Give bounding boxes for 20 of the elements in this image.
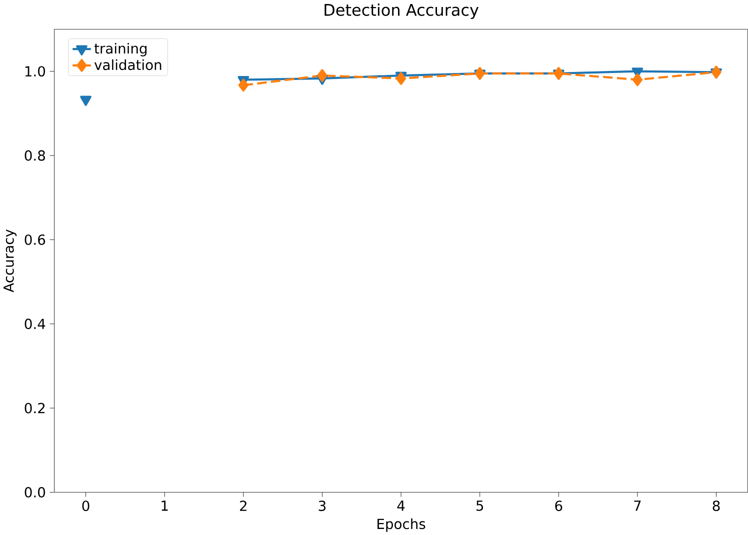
x-tick-label: 8 (712, 500, 720, 511)
chart-title: Detection Accuracy (324, 3, 479, 19)
x-tick-label: 3 (318, 500, 326, 511)
x-tick-label: 2 (240, 500, 246, 511)
y-tick-label: 0.2 (24, 402, 45, 414)
y-tick-label: 0.4 (24, 318, 46, 329)
x-tick-label: 1 (162, 500, 168, 511)
y-axis-title: Accuracy (4, 229, 17, 292)
x-tick-label: 0 (82, 500, 90, 511)
y-tick-label: 0.8 (24, 150, 45, 161)
x-tick-label: 5 (476, 500, 484, 511)
y-tick-label: 0.6 (24, 234, 46, 245)
legend-label: training (94, 42, 147, 56)
legend-label: validation (94, 59, 162, 70)
y-tick-label: 1.0 (25, 66, 46, 76)
y-tick-label: 0.0 (24, 486, 46, 498)
x-tick-label: 6 (555, 500, 562, 511)
x-tick-label: 4 (397, 500, 405, 511)
x-axis-title: Epochs (378, 518, 426, 532)
x-tick-label: 7 (634, 500, 641, 511)
